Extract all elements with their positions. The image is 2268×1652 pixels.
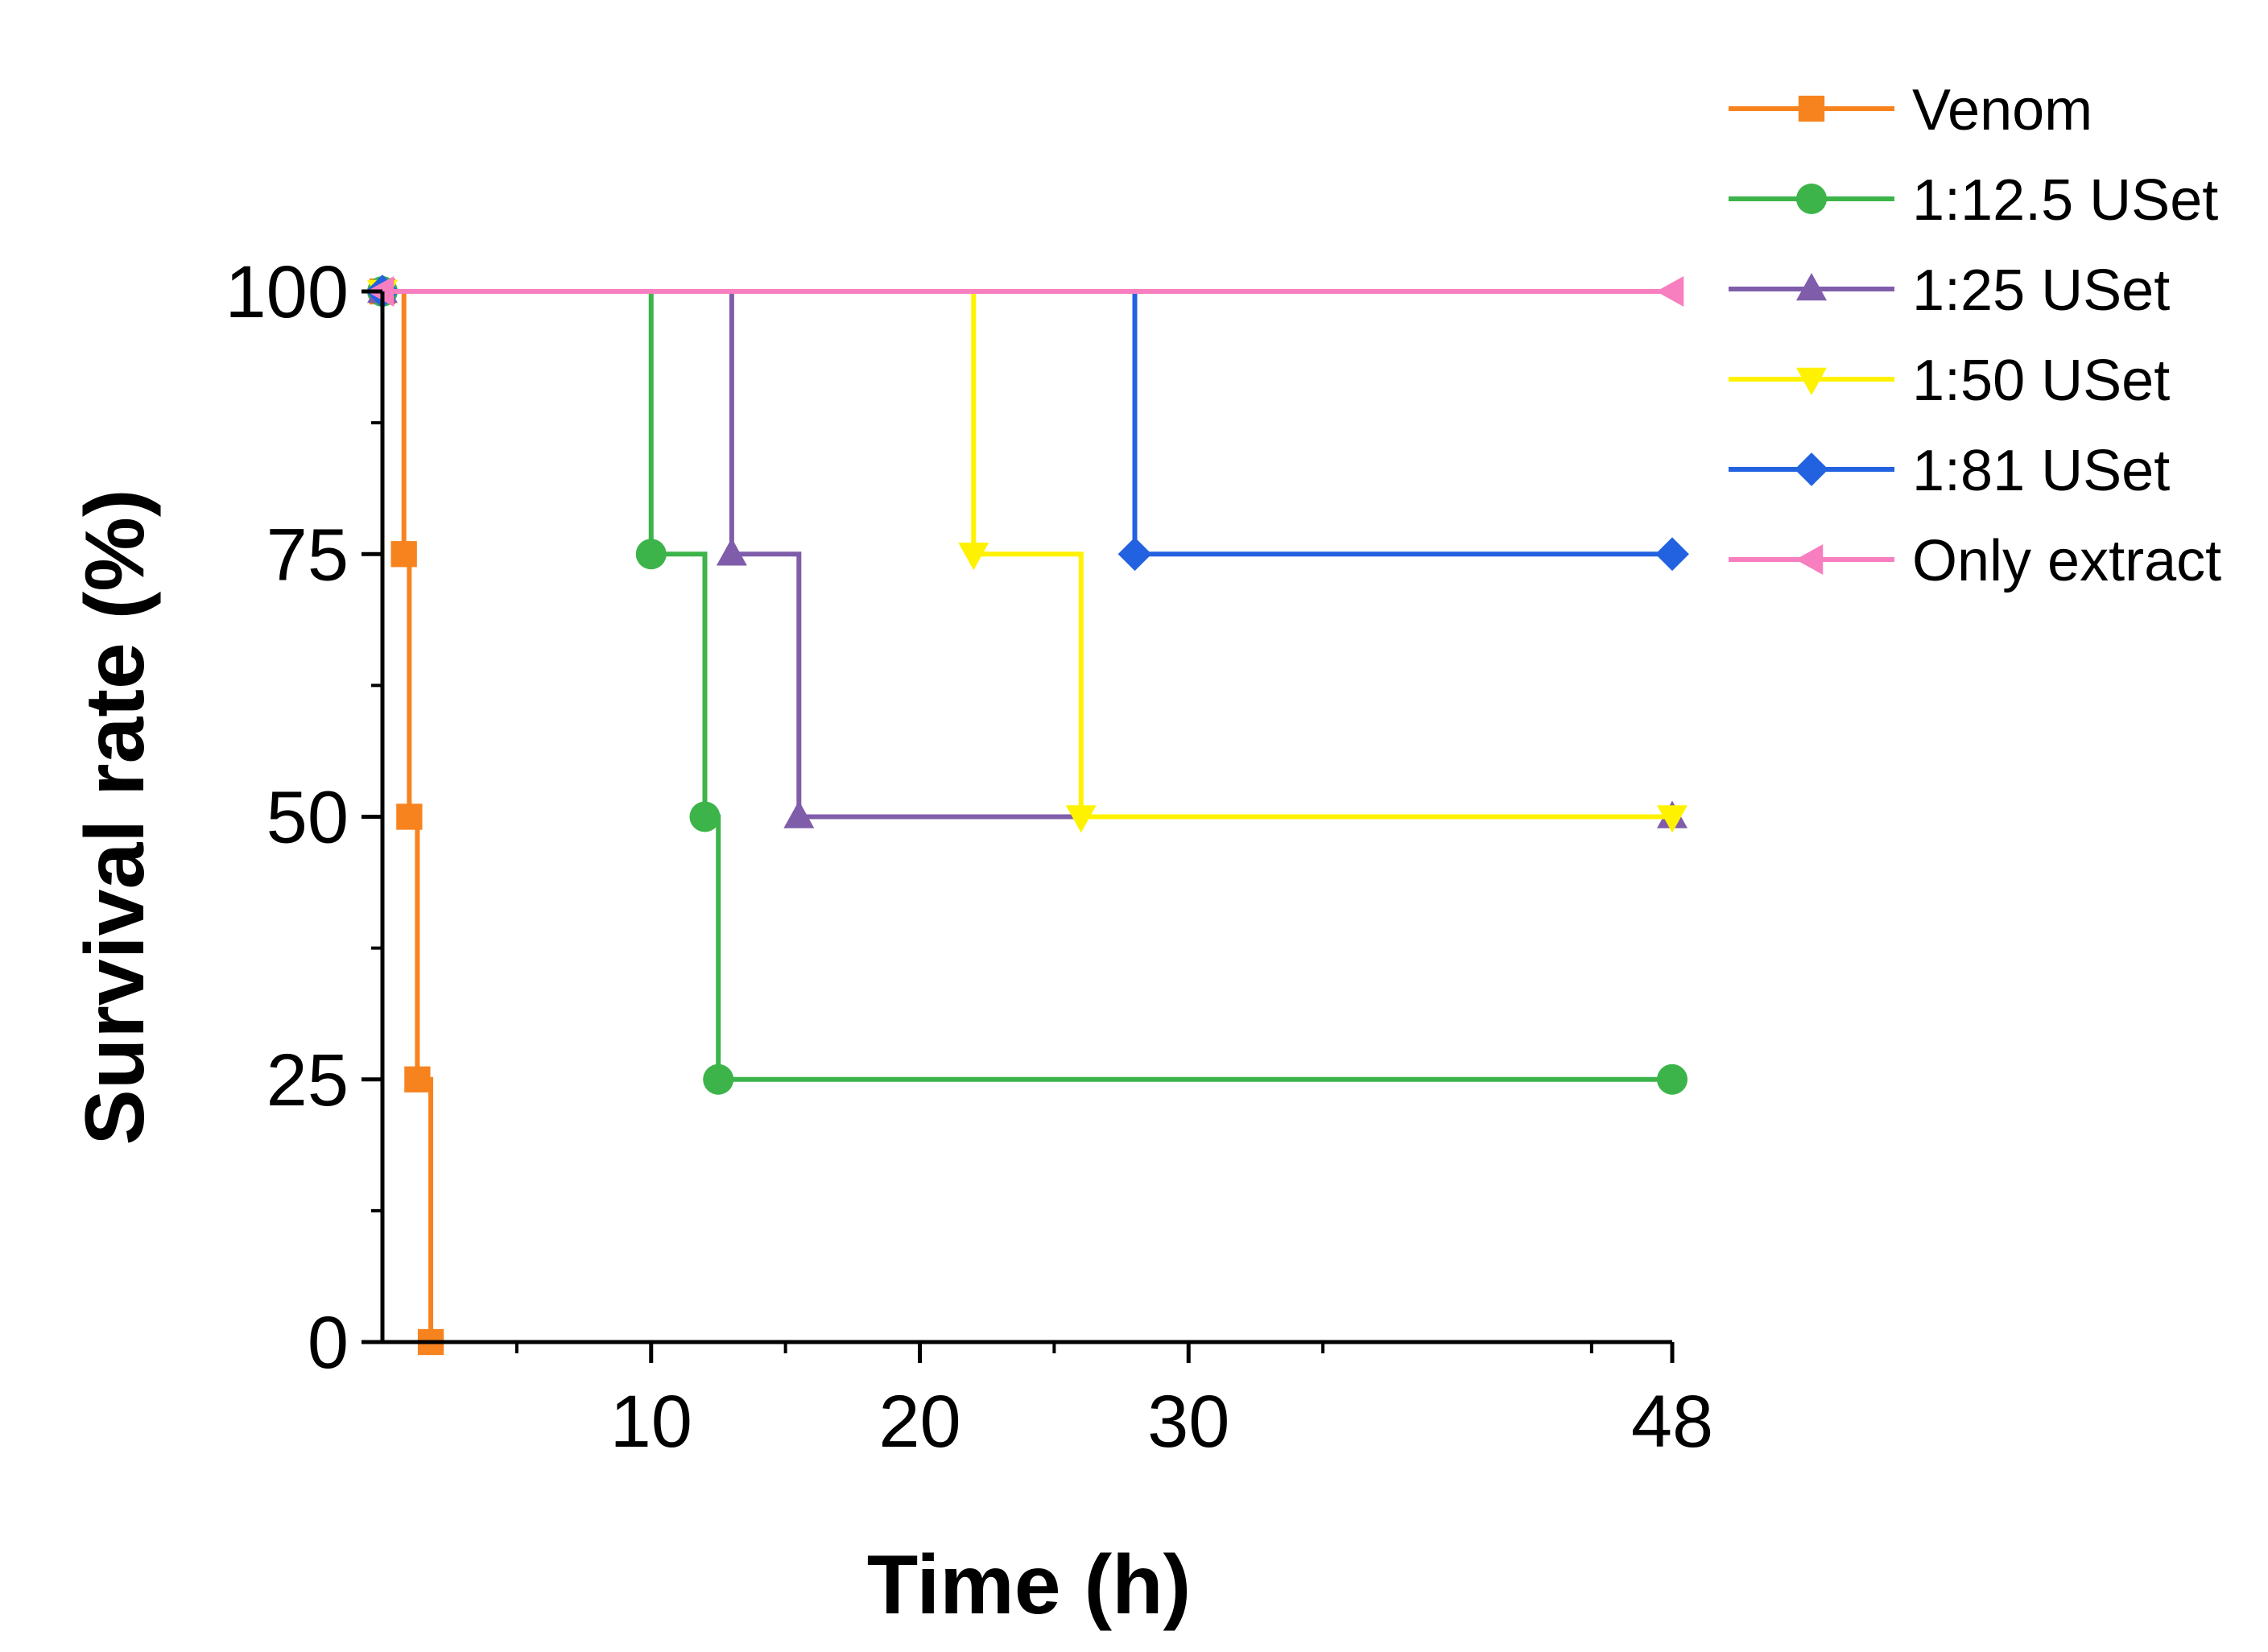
data-point-1-50-uset-2 <box>1065 805 1097 833</box>
data-point-1-25-uset-1 <box>716 538 747 566</box>
legend-label-1-50-uset: 1:50 USet <box>1912 349 2170 413</box>
series-1-12-5-uset <box>367 276 1688 1095</box>
legend-item-venom: Venom <box>1729 78 2092 142</box>
series-1-81-uset <box>366 275 1689 572</box>
legend-marker-1-12-5-uset <box>1796 184 1827 214</box>
data-point-venom-1 <box>390 541 417 568</box>
series-line-1-81-uset <box>382 289 1672 557</box>
x-tick-label: 30 <box>1147 1381 1229 1463</box>
legend-label-1-25-uset: 1:25 USet <box>1912 258 2170 323</box>
series-line-1-12-5-uset <box>382 289 1672 1082</box>
legend-item-only-extract: Only extract <box>1729 529 2221 593</box>
data-point-1-25-uset-2 <box>783 800 815 828</box>
data-point-1-12-5-uset-4 <box>1657 1063 1688 1095</box>
legend-marker-1-81-uset <box>1795 452 1828 486</box>
data-point-1-12-5-uset-2 <box>689 801 721 832</box>
data-point-1-81-uset-2 <box>1655 537 1689 572</box>
y-tick-label: 25 <box>266 1039 349 1121</box>
legend-item-1-81-uset: 1:81 USet <box>1729 439 2170 503</box>
series-layer <box>366 275 1689 1356</box>
legend-item-1-25-uset: 1:25 USet <box>1729 258 2170 323</box>
legend-item-1-12-5-uset: 1:12.5 USet <box>1729 168 2218 233</box>
data-point-1-50-uset-1 <box>958 543 989 571</box>
y-tick-label: 50 <box>266 777 349 859</box>
legend-label-1-12-5-uset: 1:12.5 USet <box>1912 168 2218 233</box>
y-axis-title: Survival rate (%) <box>68 489 162 1146</box>
data-point-1-12-5-uset-1 <box>635 539 667 570</box>
y-tick-label: 75 <box>266 514 349 596</box>
legend-marker-1-25-uset <box>1796 273 1827 301</box>
legend-label-only-extract: Only extract <box>1912 529 2221 593</box>
data-point-1-81-uset-1 <box>1117 537 1152 572</box>
data-point-venom-3 <box>404 1066 431 1092</box>
legend-marker-venom <box>1798 95 1825 122</box>
legend: Venom 1:12.5 USet 1:25 USet 1:50 USet 1:81 U… <box>1729 78 2221 593</box>
legend-marker-1-50-uset <box>1796 367 1827 395</box>
x-axis-title: Time (h) <box>867 1538 1192 1632</box>
data-point-only-extract-1 <box>1656 276 1684 307</box>
y-tick-label: 100 <box>225 251 349 333</box>
legend-label-1-81-uset: 1:81 USet <box>1912 439 2170 503</box>
data-point-1-50-uset-3 <box>1657 805 1688 833</box>
x-tick-label: 20 <box>878 1381 960 1463</box>
legend-marker-only-extract <box>1795 544 1824 575</box>
tick-layer: 10 20 30 48 0 25 50 75 100 <box>225 251 1714 1463</box>
x-tick-label: 10 <box>610 1381 692 1463</box>
x-tick-label: 48 <box>1631 1381 1713 1463</box>
series-only-extract <box>366 276 1684 307</box>
data-point-1-12-5-uset-3 <box>703 1063 734 1095</box>
legend-label-venom: Venom <box>1912 78 2092 142</box>
data-point-venom-2 <box>396 803 423 830</box>
y-tick-label: 0 <box>308 1302 349 1384</box>
legend-item-1-50-uset: 1:50 USet <box>1729 349 2170 413</box>
